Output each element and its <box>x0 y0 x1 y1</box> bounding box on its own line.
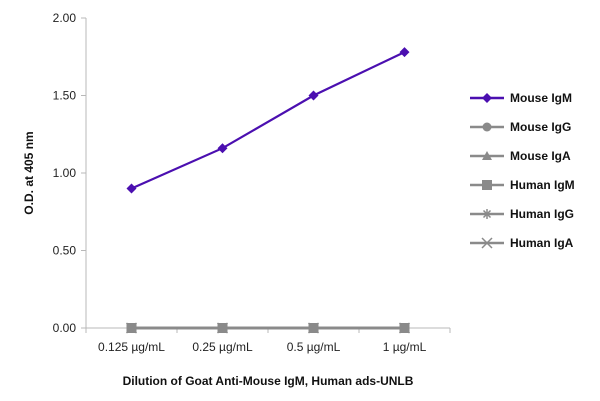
y-tick-label: 0.50 <box>53 244 77 258</box>
legend-marker <box>481 237 493 249</box>
legend: Mouse IgM Mouse IgG Mouse IgA Human IgM Huma… <box>470 91 575 250</box>
legend-item-mouse-igm: Mouse IgM <box>470 91 572 105</box>
legend-item-human-igg: Human IgG <box>470 207 574 221</box>
y-axis-ticks: 0.00 0.50 1.00 1.50 2.00 <box>53 11 86 335</box>
data-point-mouse-igg <box>309 323 318 333</box>
legend-label: Human IgM <box>510 178 575 192</box>
legend-label: Human IgG <box>510 207 574 221</box>
y-tick-label: 1.50 <box>53 89 77 103</box>
series-group <box>125 47 411 334</box>
x-tick-label: 1 µg/mL <box>383 340 427 354</box>
legend-marker <box>482 93 492 103</box>
y-tick-label: 0.00 <box>53 321 77 335</box>
data-point-mouse-igg <box>218 323 227 333</box>
legend-label: Human IgA <box>510 236 574 250</box>
y-axis-title: O.D. at 405 nm <box>22 131 36 214</box>
y-tick-label: 1.00 <box>53 166 77 180</box>
x-axis-ticks: 0.125 µg/mL 0.25 µg/mL 0.5 µg/mL 1 µg/mL <box>85 328 451 354</box>
series-mouse-igg <box>127 323 409 333</box>
x-axis-title: Dilution of Goat Anti-Mouse IgM, Human a… <box>123 374 414 388</box>
y-tick-label: 2.00 <box>53 11 77 25</box>
x-tick-label: 0.5 µg/mL <box>287 340 341 354</box>
data-point-mouse-igm <box>126 183 137 194</box>
series-mouse-igm <box>126 47 410 194</box>
legend-item-mouse-igg: Mouse IgG <box>470 120 571 134</box>
x-tick-label: 0.125 µg/mL <box>98 340 165 354</box>
legend-item-human-iga: Human IgA <box>470 236 574 250</box>
legend-item-mouse-iga: Mouse IgA <box>470 149 571 163</box>
legend-label: Mouse IgG <box>510 120 571 134</box>
data-point-mouse-igm <box>399 47 410 58</box>
legend-label: Mouse IgM <box>510 91 572 105</box>
data-point-mouse-igg <box>127 323 136 333</box>
legend-label: Mouse IgA <box>510 149 571 163</box>
data-point-mouse-igm <box>308 90 319 101</box>
legend-marker <box>482 122 492 132</box>
legend-marker <box>482 151 492 160</box>
series-line-mouse-igm <box>131 51 405 190</box>
data-point-mouse-igm <box>217 143 228 154</box>
legend-marker <box>482 209 492 219</box>
x-tick-label: 0.25 µg/mL <box>192 340 253 354</box>
legend-marker <box>482 180 492 190</box>
data-point-mouse-igg <box>400 323 409 333</box>
legend-item-human-igm: Human IgM <box>470 178 575 192</box>
